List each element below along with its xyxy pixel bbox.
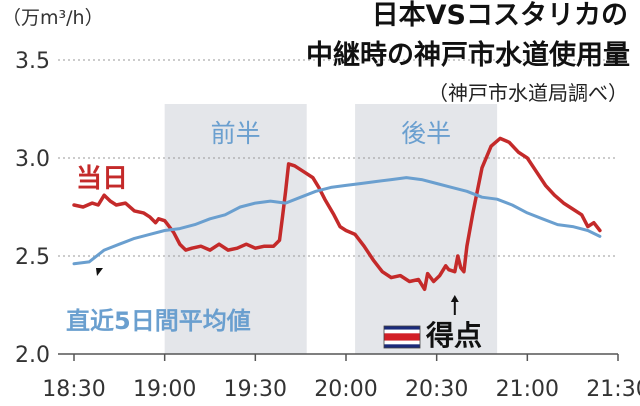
x-tick-label: 20:00 xyxy=(314,377,377,402)
x-tick-label: 19:30 xyxy=(224,377,287,402)
x-tick-label: 18:30 xyxy=(42,377,105,402)
flag-stripe xyxy=(384,333,420,341)
flag-stripe xyxy=(384,344,420,348)
unit-label: （万m³/h） xyxy=(2,7,104,29)
axes: 2.0 2.5 3.0 3.5 18:30 19:00 19:30 20:00 20:30 21:… xyxy=(15,49,640,402)
y-tick-label: 3.0 xyxy=(15,147,50,172)
x-tick-label: 21:00 xyxy=(496,377,559,402)
goal-annotation-label: 得点 xyxy=(425,319,482,352)
costa-rica-flag-icon xyxy=(383,325,421,349)
average-pointer xyxy=(96,268,103,276)
series-label-today: 当日 xyxy=(76,164,128,194)
series-line-today xyxy=(72,136,602,292)
source-note: （神戸市水道局調べ） xyxy=(428,81,628,105)
shaded-region-1 xyxy=(164,104,307,354)
goal-arrow-icon xyxy=(450,295,459,315)
y-tick-label: 3.5 xyxy=(15,49,50,74)
series-lines xyxy=(72,136,602,292)
y-tick-label: 2.0 xyxy=(15,343,50,368)
flag-stripe xyxy=(384,326,420,330)
x-tick-label: 19:00 xyxy=(133,377,196,402)
series-line-average xyxy=(72,176,602,266)
series-label-average: 直近5日間平均値 xyxy=(66,307,251,335)
shaded-region-2 xyxy=(355,104,498,354)
y-tick-label: 2.5 xyxy=(15,245,50,270)
x-tick-label: 21:30 xyxy=(586,377,640,402)
x-tick-label: 20:30 xyxy=(405,377,468,402)
chart-title-line-1: 日本VSコスタリカの xyxy=(372,0,628,31)
goal-arrow-head xyxy=(450,295,459,302)
flag-stripe xyxy=(384,340,420,345)
shaded-region-label-1: 前半 xyxy=(211,119,261,148)
chart-title-line-2: 中継時の神戸市水道使用量 xyxy=(306,39,630,71)
flag-stripe xyxy=(384,329,420,334)
shaded-region-label-2: 後半 xyxy=(401,119,451,148)
shaded-regions: 前半 後半 xyxy=(164,104,498,354)
flag-border xyxy=(383,325,421,349)
